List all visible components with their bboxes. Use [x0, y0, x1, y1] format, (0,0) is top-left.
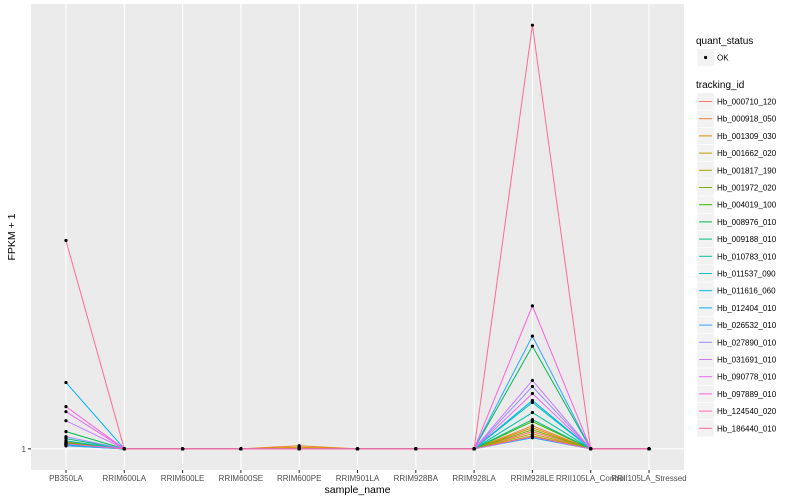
legend-label-tracking-id: Hb_186440_010: [717, 424, 777, 433]
data-point: [472, 447, 476, 451]
legend-label-tracking-id: Hb_011616_060: [717, 287, 776, 296]
data-point: [530, 391, 535, 396]
data-point: [414, 447, 418, 451]
data-point: [530, 435, 535, 439]
data-point: [355, 447, 360, 451]
x-tick-label: RRIM600SE: [219, 474, 263, 483]
legend-label-tracking-id: Hb_012404_010: [717, 304, 777, 313]
data-points: [64, 23, 651, 451]
data-point: [530, 428, 535, 432]
x-tick-label: RRIM928BA: [394, 474, 439, 483]
legend-label-tracking-id: Hb_000710_120: [717, 98, 777, 107]
data-point: [530, 398, 535, 403]
legend-label-tracking-id: Hb_001972_020: [717, 184, 777, 193]
gridlines: [31, 4, 684, 470]
legend-quant-status-items: OK: [696, 48, 729, 67]
x-tick-label: PB350LA: [49, 474, 83, 483]
data-point: [530, 418, 535, 422]
data-point: [64, 410, 68, 414]
data-point: [297, 447, 301, 451]
data-point: [647, 447, 651, 451]
data-point: [64, 430, 68, 434]
x-tick-label: RRIM600LA: [102, 474, 146, 483]
legend-label-quant-status: OK: [717, 54, 729, 63]
legend-label-tracking-id: Hb_097889_010: [717, 390, 777, 399]
legend-label-tracking-id: Hb_026532_010: [717, 321, 777, 330]
legend-label-tracking-id: Hb_004019_100: [717, 201, 777, 210]
data-point: [64, 238, 68, 243]
legend-label-tracking-id: Hb_001309_030: [717, 132, 777, 141]
data-point: [180, 447, 185, 451]
legend-label-tracking-id: Hb_027890_010: [717, 338, 777, 347]
data-point: [64, 435, 68, 439]
y-axis: 1: [22, 445, 31, 454]
legend-label-tracking-id: Hb_009188_010: [717, 235, 777, 244]
legend-title-tracking-id: tracking_id: [696, 80, 744, 91]
legend-point-symbol: [704, 55, 708, 60]
legend-label-tracking-id: Hb_031691_010: [717, 356, 777, 365]
legend: quant_status OK tracking_id Hb_000710_12…: [696, 36, 777, 438]
data-point: [530, 410, 535, 415]
data-point: [64, 442, 68, 446]
legend-label-tracking-id: Hb_000918_050: [717, 115, 777, 124]
data-point: [64, 439, 68, 443]
x-tick-label: RRIM901LA: [336, 474, 380, 483]
y-tick-label: 1: [22, 445, 27, 454]
legend-label-tracking-id: Hb_010783_010: [717, 252, 777, 261]
data-point: [589, 447, 593, 451]
x-tick-label: RRII105LA_Stressed: [611, 474, 686, 483]
legend-label-tracking-id: Hb_090778_010: [717, 373, 777, 382]
legend-tracking-id-items: Hb_000710_120 Hb_000918_050 Hb_001309_030 H…: [696, 92, 777, 438]
data-point: [64, 380, 68, 385]
data-point: [530, 334, 535, 338]
data-point: [122, 447, 126, 451]
data-point: [530, 378, 535, 383]
legend-label-tracking-id: Hb_001662_020: [717, 149, 777, 158]
x-tick-label: RRIM928LE: [511, 474, 555, 483]
y-axis-title: FPKM + 1: [6, 213, 18, 260]
legend-label-tracking-id: Hb_008976_010: [717, 218, 777, 227]
data-point: [530, 344, 535, 348]
x-tick-label: RRII105LA_Control: [556, 474, 626, 483]
data-point: [64, 405, 68, 409]
legend-label-tracking-id: Hb_124540_020: [717, 407, 777, 416]
legend-label-tracking-id: Hb_011537_090: [717, 270, 776, 279]
x-axis-title: sample_name: [325, 484, 391, 496]
data-point: [64, 419, 68, 423]
data-point: [239, 447, 243, 451]
legend-label-tracking-id: Hb_001817_190: [717, 166, 777, 175]
data-point: [530, 23, 535, 27]
x-tick-label: RRIM928LA: [452, 474, 496, 483]
data-point: [530, 384, 535, 389]
x-tick-label: RRIM600PE: [277, 474, 321, 483]
x-tick-label: RRIM600LE: [161, 474, 205, 483]
x-axis: PB350LA RRIM600LA RRIM600LE RRIM600SE RRIM60…: [49, 470, 687, 483]
legend-title-quant-status: quant_status: [696, 36, 753, 47]
data-point: [530, 304, 535, 308]
